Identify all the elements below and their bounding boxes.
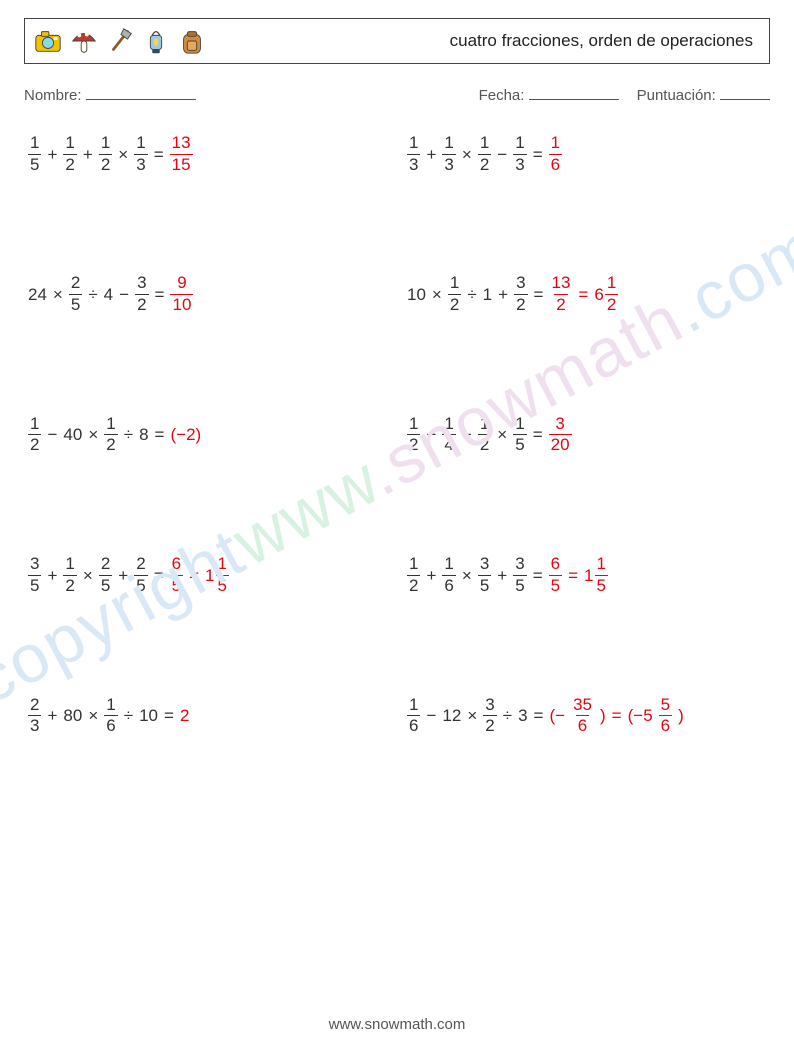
score-blank — [720, 86, 770, 100]
problem-3: 24×25÷4−32=910 — [28, 274, 387, 314]
problems-grid: 15+12+12×13=1315 13+13×12−13=16 24×25÷4−32… — [24, 134, 770, 736]
axe-icon — [105, 26, 135, 56]
footer-url: www.snowmath.com — [0, 1016, 794, 1033]
problem-8: 12+16×35+35=65=115 — [407, 555, 766, 595]
problem-7: 35+12×25+25=65=115 — [28, 555, 387, 595]
date-blank — [529, 86, 619, 100]
problem-4: 10×12÷1+32=132=612 — [407, 274, 766, 314]
worksheet-title: cuatro fracciones, orden de operaciones — [450, 31, 753, 51]
name-blank — [86, 86, 196, 100]
lantern-icon — [141, 26, 171, 56]
name-label: Nombre: — [24, 87, 82, 104]
problem-6: 12−14−12×15=320 — [407, 415, 766, 455]
problem-9: 23+80×16÷10=2 — [28, 696, 387, 736]
backpack-icon — [177, 26, 207, 56]
mushroom-icon — [69, 26, 99, 56]
problem-10: 16−12×32÷3=(−356)=(−556) — [407, 696, 766, 736]
problem-2: 13+13×12−13=16 — [407, 134, 766, 174]
date-label: Fecha: — [479, 87, 525, 104]
camera-icon — [33, 26, 63, 56]
header-icons — [33, 26, 207, 56]
score-label: Puntuación: — [637, 87, 716, 104]
worksheet-header: cuatro fracciones, orden de operaciones — [24, 18, 770, 64]
problem-1: 15+12+12×13=1315 — [28, 134, 387, 174]
problem-5: 12−40×12÷8=(−2) — [28, 415, 387, 455]
meta-row: Nombre: Fecha: Puntuación: — [24, 86, 770, 104]
